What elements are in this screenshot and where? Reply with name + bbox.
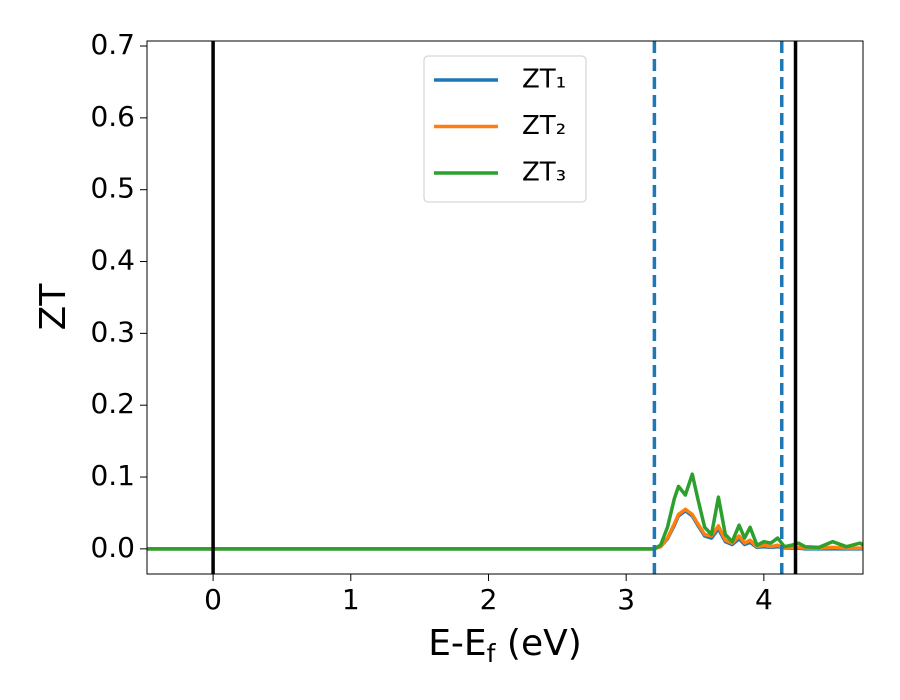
plot-area xyxy=(147,472,863,551)
legend-label: ZT₁ xyxy=(522,65,566,95)
x-axis-label: E-Ef (eV) xyxy=(428,623,582,668)
x-tick-label: 2 xyxy=(480,583,498,616)
x-tick-label: 0 xyxy=(204,583,222,616)
x-tick-label: 3 xyxy=(617,583,635,616)
x-tick-label: 1 xyxy=(342,583,360,616)
x-label-rest: (eV) xyxy=(495,623,581,664)
y-tick-label: 0.1 xyxy=(90,459,135,492)
y-tick-label: 0.6 xyxy=(90,100,135,133)
y-tick-label: 0.0 xyxy=(90,531,135,564)
series-line xyxy=(147,472,863,551)
y-tick-label: 0.4 xyxy=(90,244,135,277)
x-tick-label: 4 xyxy=(755,583,773,616)
y-tick-label: 0.2 xyxy=(90,387,135,420)
legend-box xyxy=(423,55,587,203)
y-tick-label: 0.7 xyxy=(90,28,135,61)
y-tick-label: 0.3 xyxy=(90,315,135,348)
legend-label: ZT₂ xyxy=(522,111,566,141)
x-label-sub: f xyxy=(487,639,497,668)
plot-frame xyxy=(146,40,864,575)
x-label-main: E-E xyxy=(428,623,486,664)
y-axis-label: ZT xyxy=(33,283,74,331)
legend-label: ZT₃ xyxy=(522,158,566,188)
y-tick-label: 0.5 xyxy=(90,172,135,205)
